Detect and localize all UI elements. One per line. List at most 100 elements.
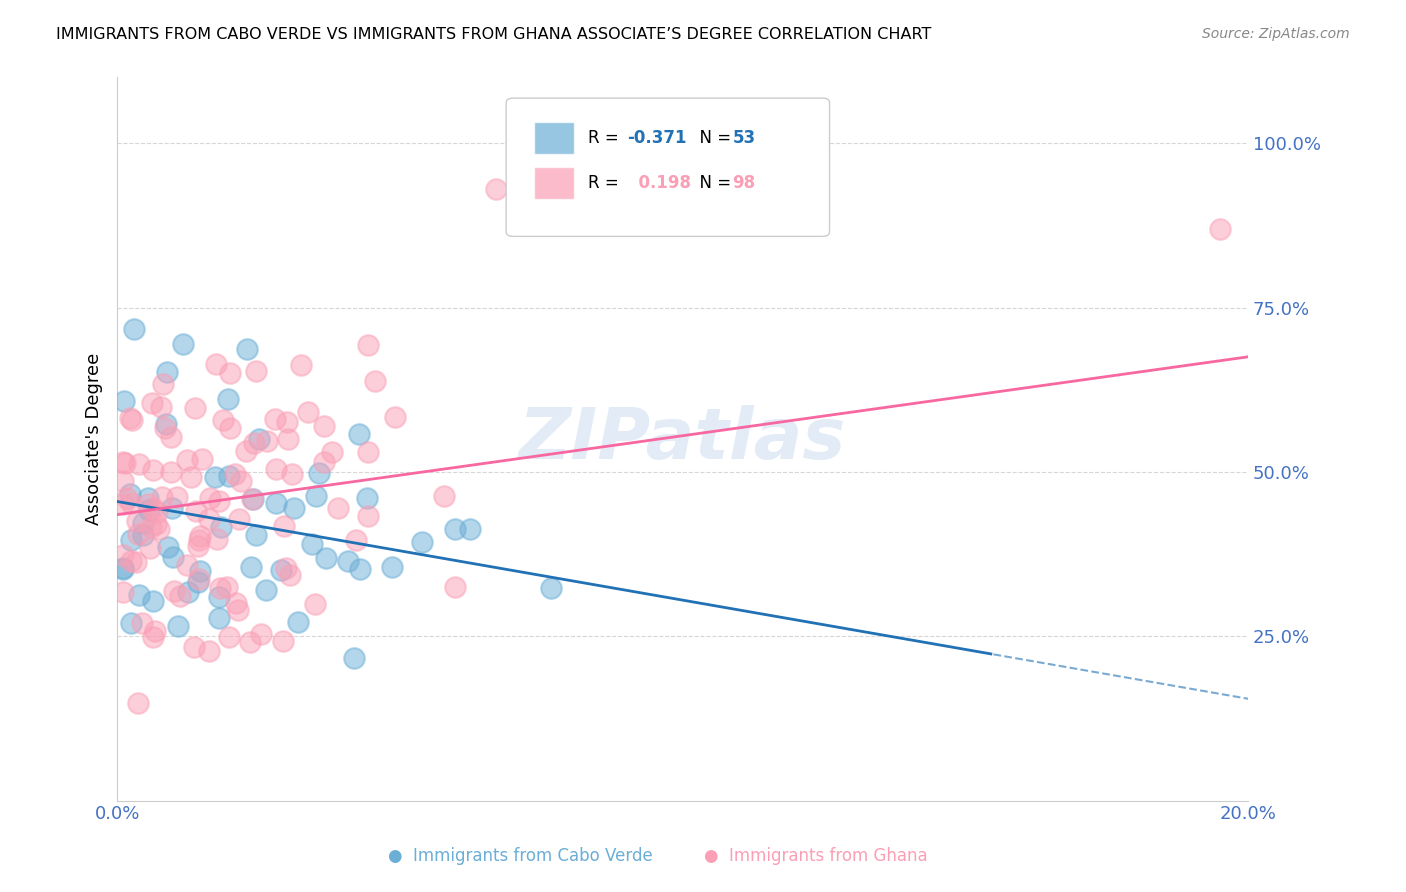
Point (245, 364, 267, 378)
Point (209, 581, 232, 595)
Point (236, 342, 259, 356)
Point (276, 415, 298, 429)
Point (115, 491, 138, 506)
Point (176, 585, 198, 599)
Point (444, 580, 467, 594)
Point (249, 627, 271, 641)
Point (143, 624, 166, 638)
Point (297, 405, 319, 419)
Point (219, 366, 242, 380)
Point (247, 432, 270, 446)
Point (207, 532, 229, 546)
Point (444, 522, 467, 536)
Point (207, 494, 229, 508)
Point (156, 540, 179, 554)
Point (215, 580, 238, 594)
Point (124, 322, 146, 336)
Point (145, 517, 167, 532)
Point (254, 582, 277, 597)
Point (187, 572, 209, 586)
Point (142, 463, 165, 477)
Point (128, 457, 150, 471)
Text: ●  Immigrants from Ghana: ● Immigrants from Ghana (703, 847, 928, 865)
Point (381, 560, 404, 574)
Point (344, 533, 367, 548)
Point (120, 616, 142, 631)
Point (111, 497, 134, 511)
Point (184, 401, 207, 416)
Point (132, 528, 155, 542)
Text: 98: 98 (733, 174, 755, 192)
Text: Source: ZipAtlas.com: Source: ZipAtlas.com (1202, 27, 1350, 41)
Point (183, 640, 205, 654)
Point (127, 696, 149, 710)
Point (277, 432, 299, 446)
Point (242, 491, 264, 506)
Point (540, 582, 562, 596)
Point (312, 418, 335, 433)
Point (218, 630, 240, 644)
Point (225, 596, 247, 610)
Point (217, 392, 239, 406)
Point (139, 520, 162, 534)
Text: IMMIGRANTS FROM CABO VERDE VS IMMIGRANTS FROM GHANA ASSOCIATE’S DEGREE CORRELATI: IMMIGRANTS FROM CABO VERDE VS IMMIGRANTS… (56, 27, 932, 42)
Point (156, 365, 179, 379)
Point (304, 597, 326, 611)
Point (278, 567, 301, 582)
Point (138, 491, 160, 506)
Point (131, 616, 153, 631)
Point (283, 500, 305, 515)
Point (240, 559, 263, 574)
Text: ●  Immigrants from Cabo Verde: ● Immigrants from Cabo Verde (388, 847, 652, 865)
Point (266, 462, 288, 476)
Point (263, 412, 285, 426)
Point (245, 528, 267, 542)
Point (208, 611, 231, 625)
Point (198, 511, 221, 525)
Point (111, 561, 134, 575)
Text: N =: N = (689, 174, 737, 192)
Point (146, 505, 169, 519)
Point (114, 456, 136, 470)
Point (121, 412, 143, 426)
Point (149, 400, 172, 414)
Point (273, 518, 295, 533)
Point (160, 430, 183, 444)
Point (308, 466, 330, 480)
Text: R =: R = (588, 174, 624, 192)
Point (111, 549, 134, 563)
Point (169, 589, 191, 603)
Point (337, 554, 360, 568)
Point (273, 634, 295, 648)
Point (125, 555, 148, 569)
Point (205, 357, 228, 371)
Point (111, 562, 134, 576)
Point (111, 474, 134, 488)
Point (142, 594, 165, 608)
Point (209, 520, 232, 534)
Point (274, 560, 297, 574)
Point (127, 527, 149, 541)
Point (136, 497, 159, 511)
Point (228, 512, 250, 526)
Point (343, 650, 366, 665)
Point (305, 489, 328, 503)
Point (228, 603, 250, 617)
Point (120, 496, 142, 510)
Point (224, 467, 246, 482)
Point (287, 615, 309, 630)
Point (218, 469, 240, 483)
Point (141, 396, 163, 410)
Point (167, 618, 190, 632)
Point (166, 491, 188, 505)
Point (138, 503, 160, 517)
Point (131, 516, 153, 530)
Point (163, 583, 186, 598)
Text: N =: N = (689, 129, 737, 147)
Point (139, 541, 162, 555)
Point (357, 508, 380, 523)
Point (191, 452, 214, 467)
Point (219, 421, 242, 435)
Point (485, 182, 508, 196)
Point (240, 491, 263, 506)
